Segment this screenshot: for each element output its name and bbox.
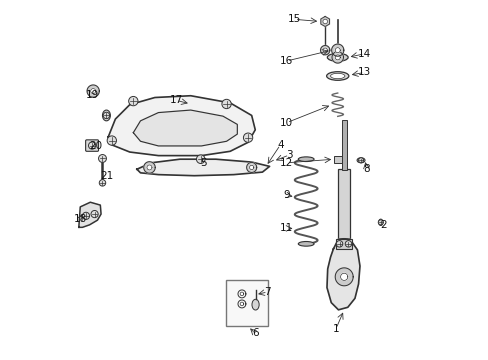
Circle shape bbox=[99, 154, 106, 162]
Text: 7: 7 bbox=[264, 287, 270, 297]
Polygon shape bbox=[246, 162, 256, 172]
Circle shape bbox=[107, 136, 116, 145]
Text: 4: 4 bbox=[277, 140, 283, 150]
Polygon shape bbox=[79, 202, 101, 227]
Ellipse shape bbox=[102, 110, 110, 121]
Polygon shape bbox=[335, 268, 352, 286]
Bar bbox=[333, 156, 341, 163]
Polygon shape bbox=[240, 292, 243, 296]
Ellipse shape bbox=[298, 157, 313, 162]
Polygon shape bbox=[326, 239, 359, 310]
Ellipse shape bbox=[378, 219, 382, 226]
Circle shape bbox=[103, 112, 109, 119]
Text: 6: 6 bbox=[251, 328, 258, 338]
Polygon shape bbox=[320, 17, 329, 27]
Polygon shape bbox=[335, 55, 340, 60]
Text: 8: 8 bbox=[363, 163, 369, 174]
Text: 1: 1 bbox=[332, 324, 339, 334]
Text: 11: 11 bbox=[280, 224, 293, 233]
Bar bbox=[341, 120, 346, 170]
Polygon shape bbox=[240, 302, 243, 306]
Ellipse shape bbox=[356, 158, 364, 163]
Circle shape bbox=[378, 220, 383, 225]
Circle shape bbox=[91, 211, 98, 218]
Ellipse shape bbox=[251, 299, 259, 310]
Circle shape bbox=[222, 99, 231, 109]
Text: 13: 13 bbox=[357, 67, 370, 77]
Text: 10: 10 bbox=[280, 118, 293, 128]
Text: 18: 18 bbox=[74, 214, 87, 224]
Polygon shape bbox=[108, 96, 255, 156]
Circle shape bbox=[128, 96, 138, 106]
Bar bbox=[336, 239, 351, 249]
Circle shape bbox=[82, 212, 89, 220]
Text: 3: 3 bbox=[285, 150, 292, 160]
Circle shape bbox=[345, 240, 351, 247]
Text: 2: 2 bbox=[380, 220, 386, 230]
Circle shape bbox=[336, 240, 342, 247]
Circle shape bbox=[196, 155, 204, 163]
Polygon shape bbox=[90, 89, 96, 94]
Text: 16: 16 bbox=[280, 56, 293, 66]
Circle shape bbox=[99, 180, 105, 186]
Polygon shape bbox=[238, 300, 245, 308]
Polygon shape bbox=[323, 48, 326, 52]
Bar bbox=[338, 169, 349, 241]
Polygon shape bbox=[331, 44, 343, 56]
Text: 12: 12 bbox=[280, 158, 293, 168]
Circle shape bbox=[322, 19, 327, 24]
Polygon shape bbox=[133, 110, 237, 146]
Text: 20: 20 bbox=[89, 141, 102, 151]
Text: 19: 19 bbox=[85, 90, 99, 100]
Text: 15: 15 bbox=[287, 14, 301, 24]
Polygon shape bbox=[147, 165, 152, 170]
Polygon shape bbox=[320, 45, 329, 55]
FancyBboxPatch shape bbox=[85, 140, 99, 151]
Text: 17: 17 bbox=[169, 95, 183, 105]
Polygon shape bbox=[340, 273, 347, 280]
Polygon shape bbox=[249, 165, 253, 170]
Ellipse shape bbox=[326, 53, 347, 61]
Text: 14: 14 bbox=[357, 49, 370, 59]
Bar bbox=[225, 280, 267, 326]
Ellipse shape bbox=[330, 73, 344, 79]
Circle shape bbox=[243, 133, 252, 142]
Ellipse shape bbox=[326, 72, 348, 80]
Polygon shape bbox=[335, 48, 340, 53]
Polygon shape bbox=[331, 51, 343, 63]
Text: 5: 5 bbox=[200, 158, 206, 168]
Ellipse shape bbox=[298, 242, 313, 246]
Text: 21: 21 bbox=[100, 171, 113, 181]
Polygon shape bbox=[238, 290, 245, 298]
Text: 9: 9 bbox=[283, 190, 289, 200]
Polygon shape bbox=[87, 85, 99, 97]
Ellipse shape bbox=[338, 238, 349, 243]
Circle shape bbox=[88, 142, 96, 149]
Polygon shape bbox=[143, 162, 155, 173]
Polygon shape bbox=[137, 159, 269, 176]
Circle shape bbox=[358, 158, 363, 163]
